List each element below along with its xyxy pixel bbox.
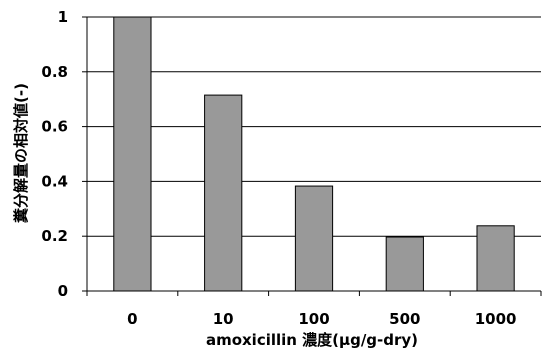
y-tick-label: 0.4 <box>41 172 68 190</box>
x-tick-label: 500 <box>389 310 420 328</box>
x-axis-label: amoxicillin 濃度(μg/g-dry) <box>206 331 418 349</box>
y-tick-label: 1 <box>58 8 68 26</box>
bars <box>113 16 515 292</box>
bar-100 <box>294 185 334 292</box>
y-tick-label: 0.8 <box>41 63 68 81</box>
x-tick-label: 10 <box>213 310 234 328</box>
axes <box>82 16 542 296</box>
x-tick-label: 1000 <box>475 310 517 328</box>
x-tick-label: 100 <box>298 310 329 328</box>
y-axis-label: 糞分解量の相対値(-) <box>12 83 30 224</box>
x-tick-label: 0 <box>127 310 137 328</box>
y-tick-label: 0.2 <box>41 227 68 245</box>
bar-500 <box>385 236 424 292</box>
y-tick-labels: 0 0.2 0.4 0.6 0.8 1 <box>41 8 68 300</box>
bar-1000 <box>476 225 515 292</box>
x-tick-labels: 0 10 100 500 1000 <box>127 310 516 328</box>
y-tick-label: 0 <box>58 282 68 300</box>
bar-10 <box>204 94 243 292</box>
y-tick-label: 0.6 <box>41 118 68 136</box>
bar-0 <box>113 16 152 292</box>
gridlines <box>87 16 541 237</box>
